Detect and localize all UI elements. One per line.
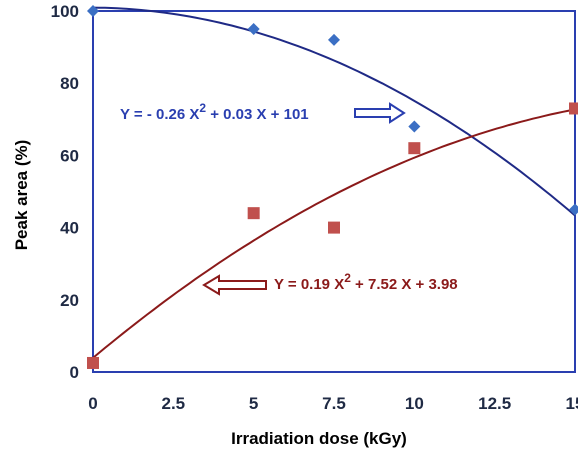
data-markers (87, 5, 578, 369)
plot-frame (92, 10, 576, 373)
data-point-diamond (87, 5, 99, 17)
equation-blue-exponent: 2 (199, 101, 206, 115)
y-tick-label: 80 (60, 74, 79, 93)
x-tick-label: 15 (566, 394, 578, 413)
x-tick-label: 5 (249, 394, 258, 413)
x-tick-label: 0 (88, 394, 97, 413)
fit-curves (92, 6, 576, 359)
equation-blue-rest: + 0.03 X + 101 (206, 106, 309, 123)
equation-blue: Y = - 0.26 X2 + 0.03 X + 101 (120, 101, 309, 123)
data-point-diamond (569, 203, 578, 216)
equation-red-exponent: 2 (344, 271, 351, 285)
y-tick-label: 0 (70, 363, 79, 382)
equation-red: Y = 0.19 X2 + 7.52 X + 3.98 (274, 271, 458, 293)
arrow-left-icon (202, 274, 267, 296)
equation-red-main: Y = 0.19 X (274, 276, 344, 293)
equation-red-rest: + 7.52 X + 3.98 (351, 276, 458, 293)
axis-ticks: 0 2.5 5 7.5 10 12.5 15 0 20 40 60 80 100 (51, 2, 578, 413)
equation-blue-main: Y = - 0.26 X (120, 106, 199, 123)
x-tick-label: 12.5 (478, 394, 511, 413)
data-point-square (408, 142, 421, 155)
x-tick-label: 7.5 (322, 394, 346, 413)
y-tick-label: 20 (60, 291, 79, 310)
data-point-diamond (328, 33, 340, 46)
x-tick-label: 2.5 (162, 394, 186, 413)
data-point-square (247, 207, 260, 220)
data-point-diamond (247, 23, 260, 36)
y-tick-label: 60 (60, 146, 79, 165)
y-tick-label: 40 (60, 219, 79, 238)
fit-curve-0 (92, 6, 576, 217)
data-point-diamond (408, 120, 421, 133)
data-point-square (569, 102, 578, 115)
arrow-right-icon (354, 102, 406, 124)
y-axis-title: Peak area (%) (12, 140, 31, 251)
fit-curve-1 (92, 108, 576, 359)
data-point-square (328, 221, 340, 234)
x-tick-label: 10 (405, 394, 424, 413)
data-point-square (87, 356, 99, 369)
y-tick-label: 100 (51, 2, 79, 21)
x-axis-title: Irradiation dose (kGy) (231, 429, 407, 448)
